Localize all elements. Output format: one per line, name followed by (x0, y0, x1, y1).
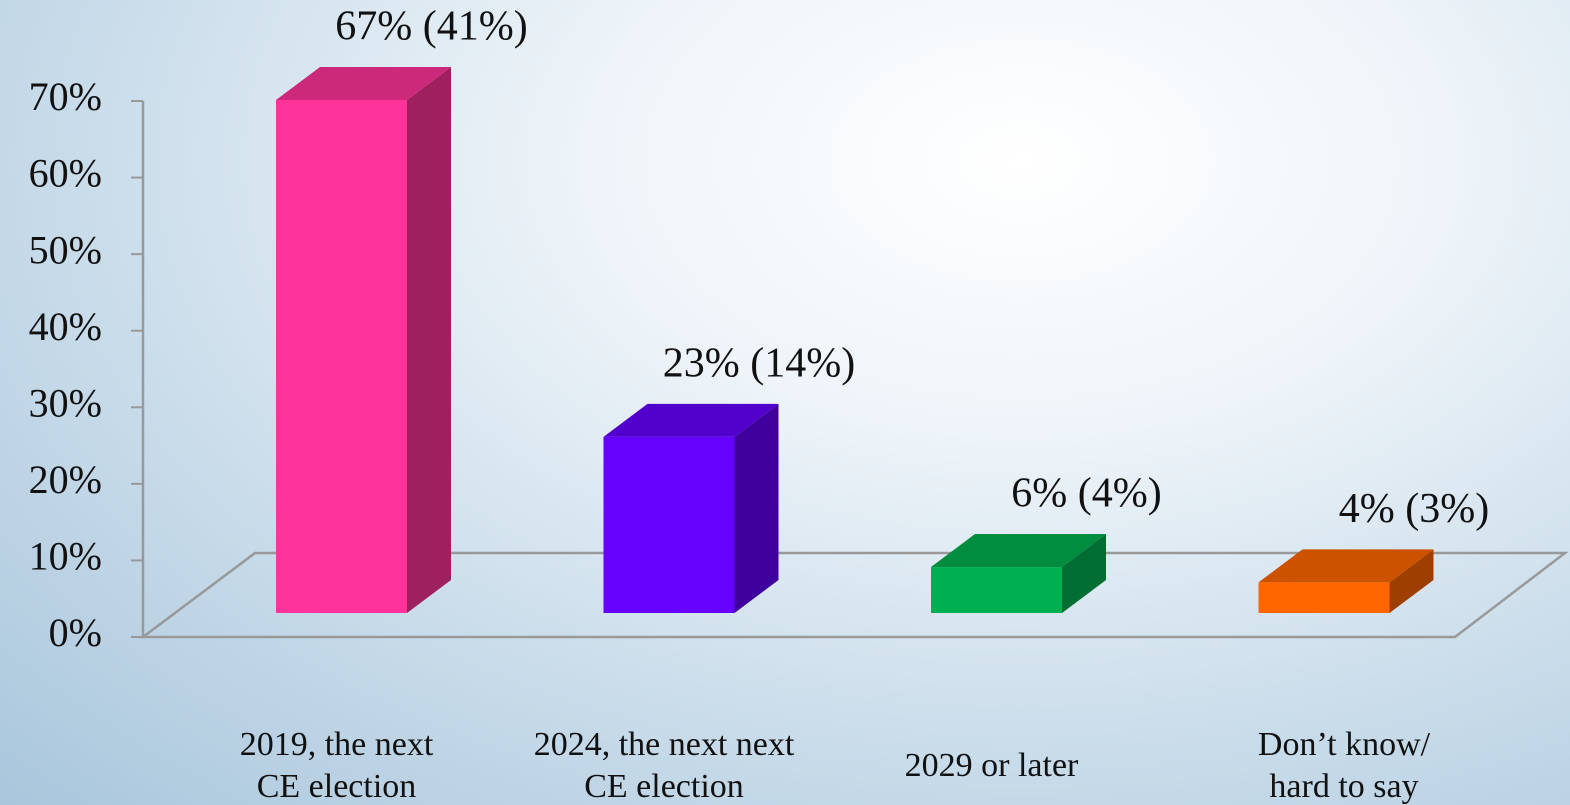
x-tick-label: Don’t know/ hard to say (1257, 726, 1431, 805)
value-label: 23% (14%) (663, 341, 855, 387)
bar-top (276, 66, 451, 100)
y-tick-label: 60% (29, 151, 102, 196)
floor (139, 551, 1569, 639)
y-tick-label: 10% (29, 534, 102, 579)
bar-side (1389, 549, 1434, 613)
bar (603, 436, 735, 613)
bar-top (931, 534, 1106, 568)
y-tick-label: 40% (29, 304, 102, 349)
x-tick-label: 2029 or later (904, 747, 1079, 784)
bar-top (1258, 549, 1434, 583)
y-tick-label: 0% (49, 610, 102, 655)
x-tick-label: 2024, the next next CE election (533, 726, 795, 805)
y-tick-label: 50% (29, 227, 102, 272)
x-tick-label: 2019, the next CE election (239, 726, 434, 805)
bar-side (407, 66, 451, 613)
bar-side (734, 403, 779, 613)
bar (931, 567, 1062, 613)
bar (1258, 582, 1390, 613)
bar-top (603, 403, 779, 437)
bar-side (1062, 534, 1106, 613)
value-label: 67% (41%) (335, 4, 527, 50)
value-label: 4% (3%) (1339, 486, 1489, 532)
y-tick-label: 20% (29, 457, 102, 502)
value-label: 6% (4%) (1011, 471, 1161, 517)
y-tick-label: 70% (29, 74, 102, 119)
y-tick-label: 30% (29, 380, 102, 425)
bar (276, 99, 407, 613)
